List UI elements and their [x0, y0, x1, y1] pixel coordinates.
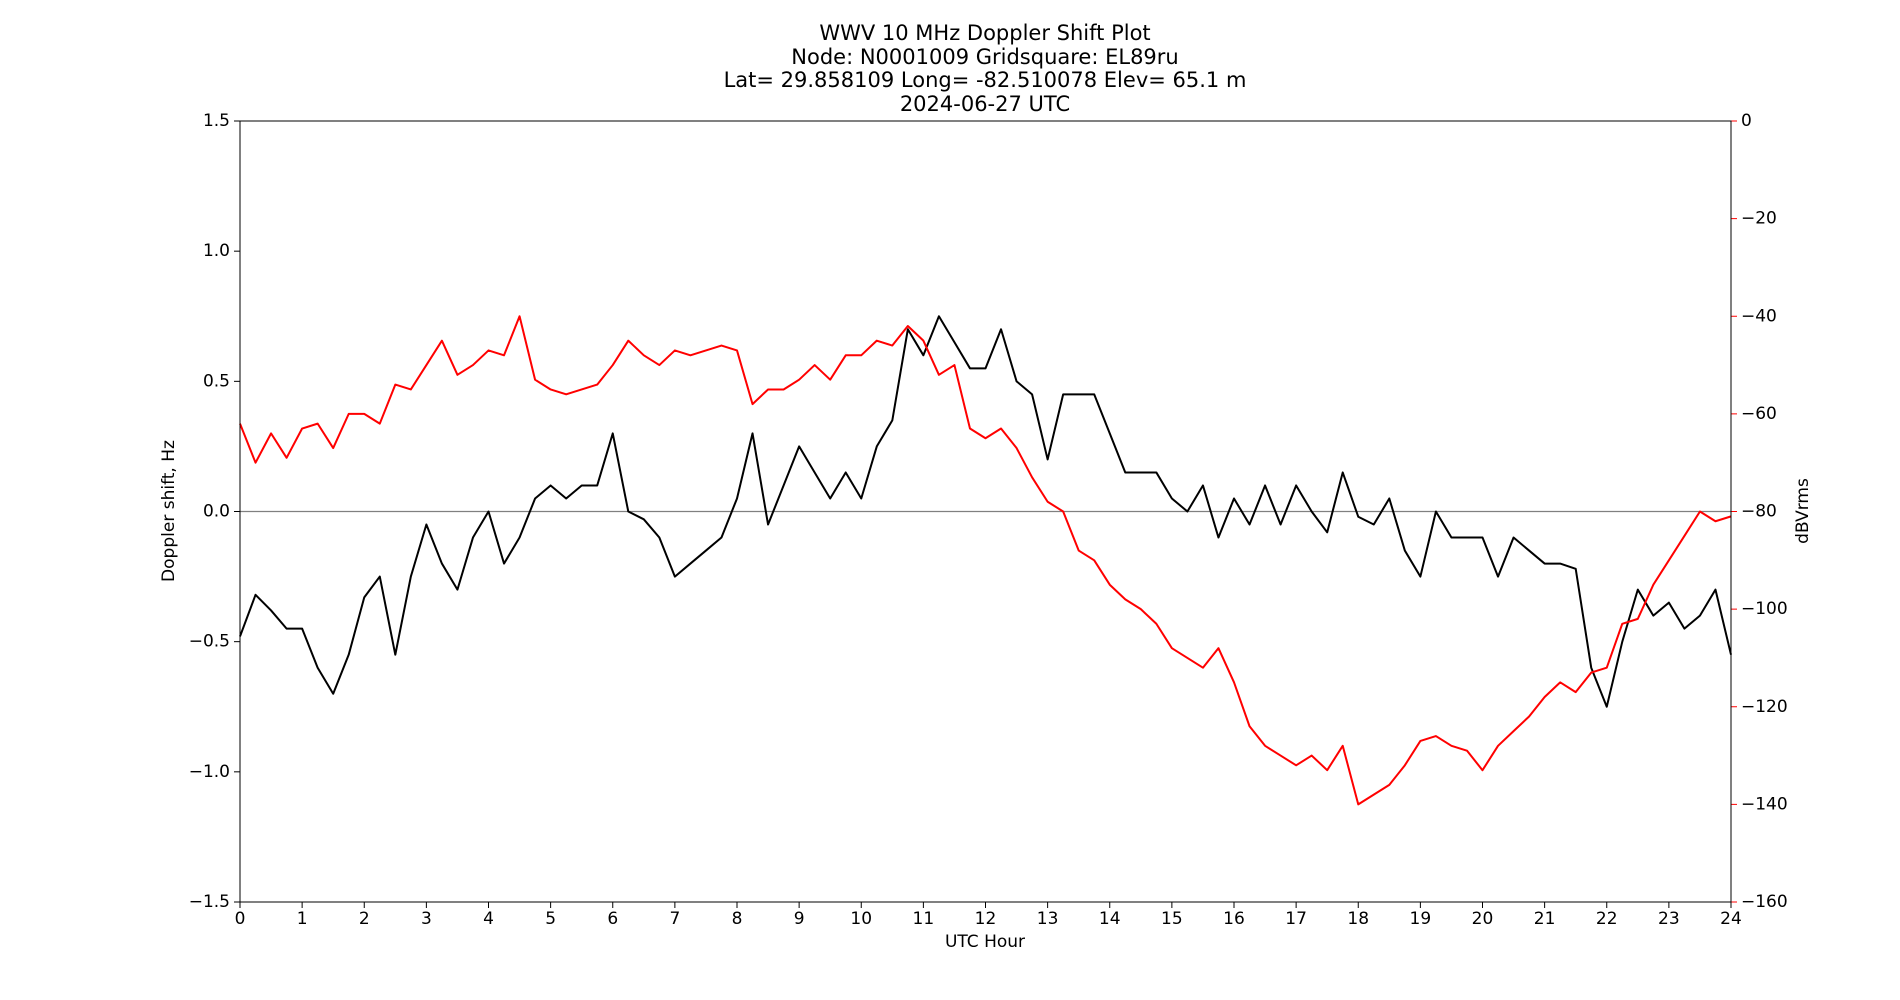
- y-tick-label: 0.0: [203, 502, 230, 522]
- x-tick-label: 13: [1037, 909, 1059, 929]
- x-tick-label: 18: [1347, 909, 1369, 929]
- x-tick-label: 23: [1658, 909, 1680, 929]
- x-tick-label: 7: [669, 909, 680, 929]
- y-tick-label: 0.5: [203, 371, 230, 391]
- x-tick-label: 24: [1720, 909, 1742, 929]
- x-tick-label: 22: [1596, 909, 1618, 929]
- plot-frame: [239, 120, 1732, 903]
- y2-axis-label: dBVrms: [1793, 478, 1813, 544]
- x-tick-label: 12: [975, 909, 997, 929]
- y2-tick-label: −60: [1741, 404, 1777, 424]
- x-tick-label: 15: [1161, 909, 1183, 929]
- x-tick-label: 4: [483, 909, 494, 929]
- chart-subtitle: Node: N0001009 Gridsquare: EL89ru: [791, 45, 1178, 69]
- x-tick-label: 2: [359, 909, 370, 929]
- x-tick-label: 19: [1410, 909, 1432, 929]
- y-tick-label: −1.0: [189, 762, 230, 782]
- y-tick-label: −0.5: [189, 632, 230, 652]
- y-axis-label: Doppler shift, Hz: [159, 440, 179, 582]
- y2-tick-label: −20: [1741, 209, 1777, 229]
- x-tick-label: 0: [235, 909, 246, 929]
- y2-tick-label: 0: [1741, 111, 1752, 131]
- x-tick-label: 1: [297, 909, 308, 929]
- x-tick-label: 3: [421, 909, 432, 929]
- x-tick-label: 5: [545, 909, 556, 929]
- y2-tick-label: −100: [1741, 599, 1788, 619]
- chart-title: WWV 10 MHz Doppler Shift Plot: [819, 21, 1150, 45]
- y2-tick-label: −160: [1741, 892, 1788, 912]
- x-tick-label: 20: [1472, 909, 1494, 929]
- x-tick-label: 8: [732, 909, 743, 929]
- x-tick-label: 10: [850, 909, 872, 929]
- x-tick-label: 6: [607, 909, 618, 929]
- y-tick-label: 1.5: [203, 111, 230, 131]
- data-line: [239, 315, 1732, 806]
- x-tick-label: 11: [913, 909, 935, 929]
- x-tick-label: 17: [1285, 909, 1307, 929]
- y2-tick-label: −80: [1741, 502, 1777, 522]
- y-tick-label: 1.0: [203, 241, 230, 261]
- x-tick-label: 21: [1534, 909, 1556, 929]
- x-tick-label: 16: [1223, 909, 1245, 929]
- chart-subtitle: Lat= 29.858109 Long= -82.510078 Elev= 65…: [724, 68, 1247, 92]
- data-line: [239, 315, 1732, 708]
- chart-subtitle: 2024-06-27 UTC: [900, 92, 1070, 116]
- x-axis-label: UTC Hour: [945, 932, 1025, 952]
- y2-tick-label: −40: [1741, 306, 1777, 326]
- x-tick-label: 9: [794, 909, 805, 929]
- x-tick-label: 14: [1099, 909, 1121, 929]
- y-tick-label: −1.5: [189, 892, 230, 912]
- y2-tick-label: −120: [1741, 697, 1788, 717]
- y2-tick-label: −140: [1741, 794, 1788, 814]
